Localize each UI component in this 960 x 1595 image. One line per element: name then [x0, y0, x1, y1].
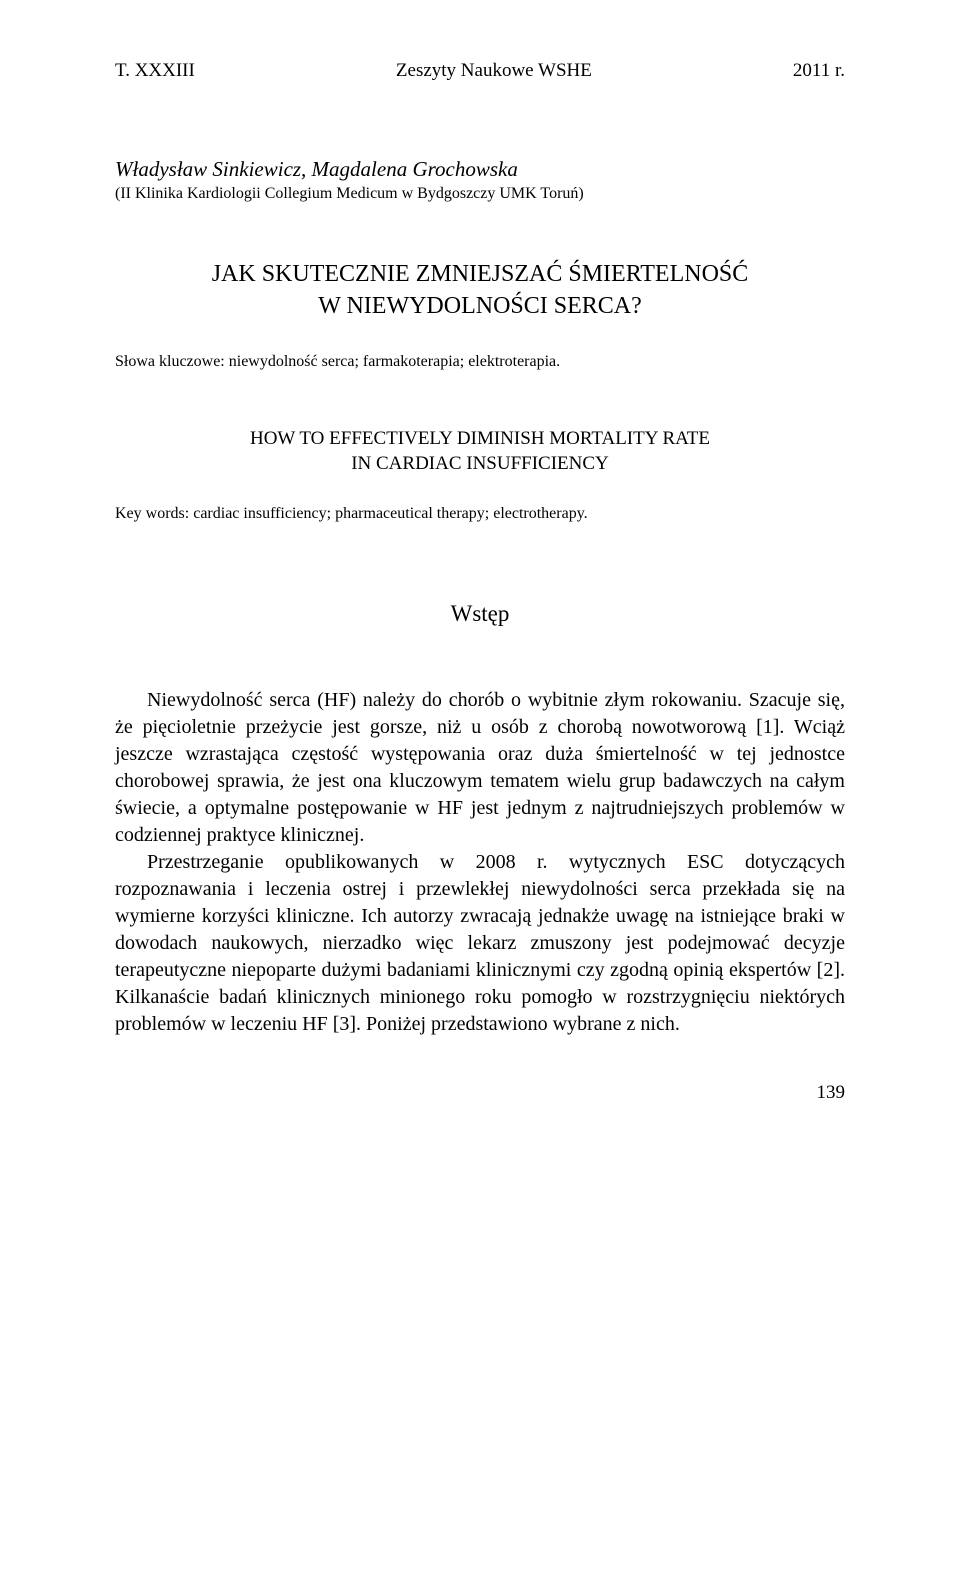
page-number: 139: [115, 1082, 845, 1104]
article-title-pl: JAK SKUTECZNIE ZMNIEJSZAĆ ŚMIERTELNOŚĆ W…: [115, 258, 845, 323]
body-paragraph-2: Przestrzeganie opublikowanych w 2008 r. …: [115, 849, 845, 1038]
section-heading-intro: Wstęp: [115, 601, 845, 627]
header-journal: Zeszyty Naukowe WSHE: [195, 60, 793, 82]
article-title-en: HOW TO EFFECTIVELY DIMINISH MORTALITY RA…: [115, 426, 845, 477]
title-pl-line1: JAK SKUTECZNIE ZMNIEJSZAĆ ŚMIERTELNOŚĆ: [212, 261, 749, 287]
header-year: 2011 r.: [793, 60, 845, 82]
title-en-line2: IN CARDIAC INSUFFICIENCY: [351, 453, 609, 474]
keywords-pl: Słowa kluczowe: niewydolność serca; farm…: [115, 353, 845, 371]
affiliation: (II Klinika Kardiologii Collegium Medicu…: [115, 185, 845, 203]
page-header: T. XXXIII Zeszyty Naukowe WSHE 2011 r.: [115, 60, 845, 82]
keywords-en: Key words: cardiac insufficiency; pharma…: [115, 505, 845, 523]
title-pl-line2: W NIEWYDOLNOŚCI SERCA?: [318, 293, 642, 319]
header-volume: T. XXXIII: [115, 60, 195, 82]
title-en-line1: HOW TO EFFECTIVELY DIMINISH MORTALITY RA…: [250, 428, 710, 449]
authors: Władysław Sinkiewicz, Magdalena Grochows…: [115, 157, 845, 182]
body-paragraph-1: Niewydolność serca (HF) należy do chorób…: [115, 687, 845, 849]
